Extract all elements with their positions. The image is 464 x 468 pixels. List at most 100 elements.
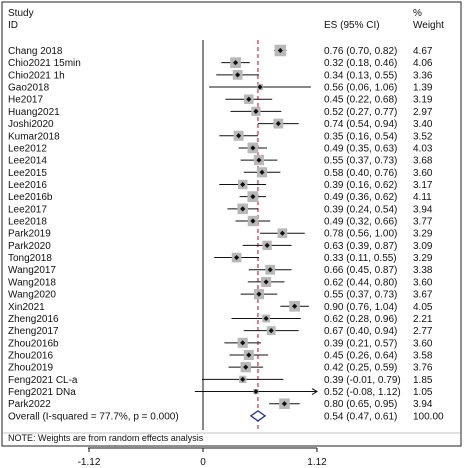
effect-size-ci: 0.49 (0.36, 0.62): [324, 192, 397, 203]
point-estimate-marker: [243, 364, 249, 370]
point-estimate-marker: [246, 96, 252, 102]
effect-size-ci: 0.62 (0.28, 0.96): [324, 314, 397, 325]
study-row: Zheng2017 0.67 (0.40, 0.94) 2.77: [8, 326, 433, 337]
study-label: Lee2018: [8, 217, 47, 228]
study-row: Park2019 0.78 (0.56, 1.00) 3.29: [8, 228, 433, 240]
effect-size-ci: 0.63 (0.39, 0.87): [324, 241, 397, 252]
point-estimate-marker: [235, 72, 241, 78]
study-weight: 2.21: [413, 314, 433, 325]
effect-size-ci: 0.52 (0.27, 0.77): [324, 107, 397, 118]
effect-size-ci: 0.55 (0.37, 0.73): [324, 156, 397, 167]
effect-size-ci: 0.45 (0.22, 0.68): [324, 95, 397, 106]
study-weight: 3.94: [413, 204, 433, 215]
point-estimate-marker: [240, 376, 246, 382]
study-label: Zhou2019: [8, 363, 53, 374]
plot-frame: [1, 1, 462, 447]
point-estimate-marker: [253, 108, 259, 114]
study-row: Huang2021 0.52 (0.27, 0.77) 2.97: [8, 106, 433, 118]
study-weight: 3.60: [413, 277, 433, 288]
effect-size-ci: 0.55 (0.37, 0.73): [324, 290, 397, 301]
study-label: Zhou2016b: [8, 338, 59, 349]
study-weight: 3.40: [413, 119, 433, 130]
point-estimate-marker: [275, 120, 281, 127]
study-weight: 3.60: [413, 168, 433, 179]
study-label: Zheng2017: [8, 326, 59, 337]
overall-row: Overall (I-squared = 77.7%, p = 0.000) 0.…: [8, 410, 444, 422]
point-estimate-marker: [257, 84, 263, 90]
study-row: Park2022 0.80 (0.65, 0.95) 3.94: [8, 398, 433, 410]
effect-size-ci: 0.34 (0.13, 0.55): [324, 70, 397, 81]
point-estimate-marker: [256, 291, 262, 297]
point-estimate-marker: [263, 315, 269, 322]
study-row: Feng2021 CL-a 0.39 (-0.01, 0.79) 1.85: [8, 375, 433, 386]
ci-arrow: [311, 388, 318, 395]
x-tick-label: 0: [200, 457, 206, 468]
study-row: Chang 2018 0.76 (0.70, 0.82) 4.67: [8, 44, 433, 57]
point-estimate-marker: [292, 303, 298, 309]
effect-size-ci: 0.49 (0.35, 0.63): [324, 143, 397, 154]
study-weight: 3.36: [413, 70, 433, 81]
effect-size-ci: 0.58 (0.40, 0.76): [324, 168, 397, 179]
study-weight: 3.09: [413, 241, 433, 252]
study-row: Wang2018 0.62 (0.44, 0.80) 3.60: [8, 276, 433, 288]
point-estimate-marker: [267, 267, 273, 273]
effect-size-ci: 0.39 (0.21, 0.57): [324, 338, 397, 349]
effect-size-ci: 0.32 (0.18, 0.46): [324, 58, 397, 69]
study-weight: 1.05: [413, 387, 433, 398]
point-estimate-marker: [281, 401, 288, 407]
study-label: Xin2021: [8, 302, 45, 313]
study-label: Chio2021 15min: [8, 58, 81, 69]
point-estimate-marker: [264, 242, 270, 248]
study-weight: 3.29: [413, 229, 433, 240]
x-axis-ticks: -1.12 0 1.12: [78, 448, 327, 468]
study-label: Lee2014: [8, 156, 47, 167]
effect-size-ci: 0.39 (0.16, 0.62): [324, 180, 397, 191]
study-row: Zhou2019 0.42 (0.25, 0.59) 3.76: [8, 362, 433, 374]
effect-size-ci: 0.90 (0.76, 1.04): [324, 302, 397, 313]
study-weight: 3.58: [413, 351, 433, 362]
point-estimate-marker: [236, 133, 242, 139]
study-label: Zheng2016: [8, 314, 59, 325]
study-label: Wang2020: [8, 290, 56, 301]
overall-effect-size-ci: 0.54 (0.47, 0.61): [324, 411, 397, 422]
point-estimate-marker: [277, 47, 283, 54]
study-row: Gao2018 0.56 (0.06, 1.06) 1.39: [8, 83, 433, 94]
effect-size-ci: 0.66 (0.45, 0.87): [324, 265, 397, 276]
point-estimate-marker: [240, 340, 246, 346]
effect-size-ci: 0.45 (0.26, 0.64): [324, 351, 397, 362]
study-row: Lee2016 0.39 (0.16, 0.62) 3.17: [8, 179, 433, 191]
study-weight: 3.17: [413, 180, 433, 191]
study-label: Park2022: [8, 399, 51, 410]
study-weight: 3.52: [413, 131, 433, 142]
study-label: Huang2021: [8, 107, 60, 118]
study-rows: Chang 2018 0.76 (0.70, 0.82) 4.67Chio2021 …: [8, 44, 444, 422]
study-label: Lee2012: [8, 143, 47, 154]
study-row: Lee2014 0.55 (0.37, 0.73) 3.68: [8, 155, 433, 167]
study-label: Tong2018: [8, 253, 52, 264]
study-row: Zhou2016 0.45 (0.26, 0.64) 3.58: [8, 349, 433, 362]
study-weight: 4.11: [413, 192, 432, 203]
study-label: Joshi2020: [8, 119, 54, 130]
effect-size-ci: 0.74 (0.54, 0.94): [324, 119, 397, 130]
study-row: Lee2012 0.49 (0.35, 0.63) 4.03: [8, 142, 433, 154]
study-row: Lee2017 0.39 (0.24, 0.54) 3.94: [8, 203, 433, 215]
study-weight: 3.67: [413, 290, 433, 301]
study-label: Chang 2018: [8, 46, 63, 57]
study-weight: 1.85: [413, 375, 433, 386]
study-row: Wang2017 0.66 (0.45, 0.87) 3.38: [8, 264, 433, 276]
effect-size-ci: 0.78 (0.56, 1.00): [324, 229, 397, 240]
effect-size-ci: 0.42 (0.25, 0.59): [324, 363, 397, 374]
study-row: Chio2021 15min 0.32 (0.18, 0.46) 4.06: [8, 57, 433, 69]
header-id: ID: [8, 20, 18, 31]
point-estimate-marker: [250, 145, 256, 151]
study-label: Chio2021 1h: [8, 70, 65, 81]
study-weight: 3.19: [413, 95, 433, 106]
point-estimate-marker: [240, 181, 246, 188]
study-label: Kumar2018: [8, 131, 60, 142]
header-study: Study: [8, 8, 34, 19]
header-percent: %: [413, 8, 422, 19]
overall-diamond: [249, 410, 267, 422]
study-row: Lee2016b 0.49 (0.36, 0.62) 4.11: [8, 191, 432, 203]
point-estimate-marker: [268, 328, 274, 334]
